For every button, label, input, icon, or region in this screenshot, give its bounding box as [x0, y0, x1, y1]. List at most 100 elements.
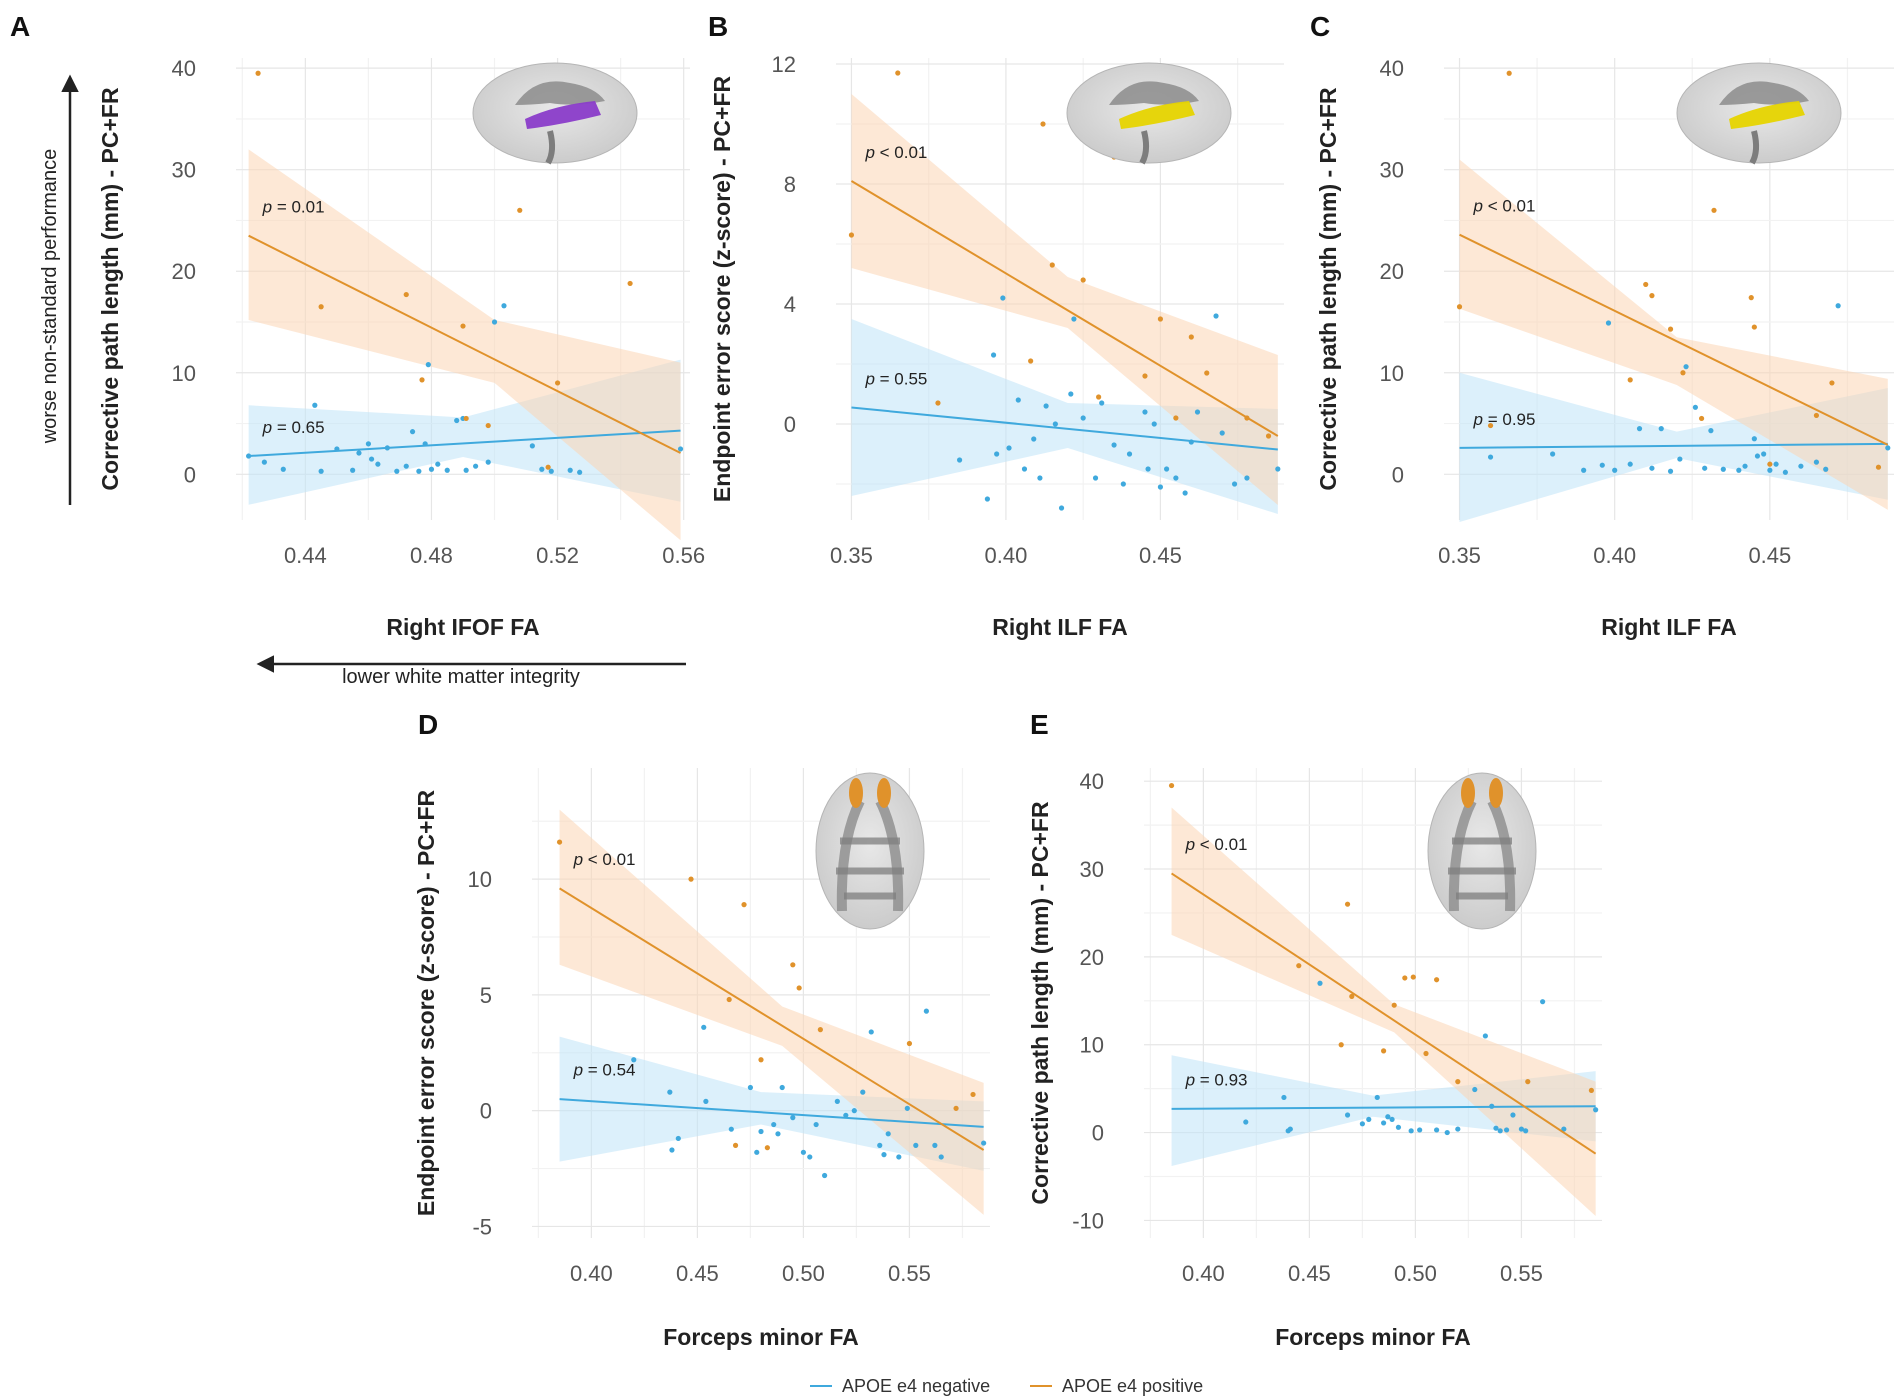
negative-point — [1151, 421, 1157, 427]
confidence-band — [1459, 372, 1888, 523]
negative-point — [807, 1154, 813, 1160]
negative-point — [1782, 469, 1788, 475]
y-tick-label: -5 — [472, 1214, 492, 1239]
negative-point — [485, 459, 491, 465]
brainstem-shape — [545, 130, 556, 165]
negative-point — [885, 1131, 891, 1137]
negative-point — [428, 466, 435, 472]
p-value: = 0.01 — [277, 198, 325, 217]
negative-fit-line — [851, 406, 1278, 451]
tract-highlight — [1461, 778, 1475, 808]
y-tick-label: 0 — [184, 462, 196, 487]
y-tick-label: -10 — [1072, 1208, 1104, 1233]
x-direction-label: lower white matter integrity — [342, 666, 580, 688]
positive-point — [485, 422, 491, 429]
confidence-band — [559, 1036, 984, 1171]
panel-a: 0.44 0.48 0.52 0.56 0 10 20 30 40 Right IFOF FA Co… — [10, 11, 705, 640]
positive-point — [1173, 415, 1179, 421]
negative-point — [728, 1126, 734, 1132]
negative-point — [631, 1057, 637, 1063]
positive-point — [764, 1145, 770, 1151]
negative-point — [1540, 999, 1546, 1005]
negative-point — [1142, 409, 1148, 415]
y-axis-title: Corrective path length (mm) - PC+FR — [1027, 801, 1053, 1205]
negative-point — [923, 1008, 929, 1014]
positive-point — [1296, 963, 1302, 969]
negative-point — [881, 1152, 887, 1158]
positive-point — [848, 232, 855, 238]
brainstem-shape — [1139, 130, 1150, 165]
negative-point — [1317, 980, 1323, 986]
negative-point — [1092, 475, 1099, 481]
p-symbol: p — [573, 850, 583, 869]
positive-point — [1391, 1002, 1397, 1008]
negative-point — [1366, 1116, 1372, 1123]
negative-point — [913, 1142, 919, 1148]
panel-d: 0.40 0.45 0.50 0.55 -5 0 5 10 Forceps minor FA En… — [413, 709, 990, 1350]
negative-point — [1058, 505, 1065, 511]
positive-point — [1680, 370, 1686, 376]
negative-point — [539, 466, 545, 472]
negative-point — [800, 1149, 807, 1155]
negative-point — [1493, 1125, 1499, 1131]
negative-point — [409, 429, 416, 435]
confidence-band — [851, 94, 1278, 505]
negative-point — [1605, 320, 1612, 326]
negative-point — [956, 457, 963, 463]
negative-point — [677, 446, 684, 452]
ventricle-shape — [1719, 81, 1809, 105]
negative-point — [463, 467, 469, 473]
negative-point — [1043, 403, 1049, 409]
negative-point — [1627, 461, 1633, 467]
positive-point — [1643, 281, 1649, 288]
x-tick-label: 0.52 — [536, 543, 579, 568]
x-tick-label: 0.35 — [1438, 543, 1481, 568]
negative-point — [1636, 426, 1643, 432]
positive-point — [1040, 121, 1046, 127]
negative-point — [1080, 415, 1086, 421]
negative-point — [1823, 466, 1829, 472]
negative-point — [1767, 467, 1773, 473]
negative-point — [1182, 490, 1188, 496]
y-tick-label: 20 — [1380, 259, 1404, 284]
y-direction-annotation: worse non-standard performance — [39, 74, 79, 505]
negative-point — [1482, 1033, 1488, 1039]
negative-point — [1550, 451, 1556, 457]
negative-point — [1472, 1086, 1478, 1093]
negative-point — [860, 1089, 866, 1095]
y-axis-title: Corrective path length (mm) - PC+FR — [97, 87, 123, 491]
negative-point — [1275, 466, 1281, 472]
legend: APOE e4 negative APOE e4 positive — [810, 1376, 1203, 1396]
positive-point — [1434, 977, 1440, 983]
p-value: = 0.95 — [1488, 410, 1536, 429]
negative-point — [981, 1140, 987, 1146]
y-tick-label: 0 — [1092, 1121, 1104, 1146]
y-tick-label: 12 — [772, 52, 796, 77]
negative-point — [896, 1154, 902, 1160]
p-value-label: p = 0.65 — [262, 418, 325, 437]
p-value: = 0.65 — [277, 418, 325, 437]
positive-point — [796, 985, 802, 991]
p-value: = 0.55 — [880, 369, 928, 388]
x-tick-label: 0.56 — [662, 543, 705, 568]
negative-point — [1593, 1107, 1599, 1113]
positive-point — [318, 304, 324, 310]
x-tick-label: 0.40 — [570, 1261, 613, 1286]
positive-fit-line — [1171, 872, 1597, 1155]
x-tick-label: 0.55 — [1500, 1261, 1543, 1286]
negative-point — [1677, 456, 1683, 462]
negative-point — [1145, 466, 1151, 472]
positive-point — [1157, 316, 1164, 322]
positive-point — [1096, 394, 1102, 400]
negative-point — [1374, 1094, 1380, 1101]
negative-point — [1219, 430, 1225, 436]
negative-point — [1761, 451, 1767, 457]
negative-point — [1389, 1116, 1395, 1123]
white-matter-branches — [836, 837, 904, 900]
confidence-band — [1171, 807, 1596, 1217]
negative-point — [280, 466, 286, 472]
p-symbol: p — [1473, 410, 1483, 429]
positive-point — [255, 70, 261, 76]
positive-fit-line — [559, 887, 985, 1151]
negative-point — [1000, 295, 1006, 301]
